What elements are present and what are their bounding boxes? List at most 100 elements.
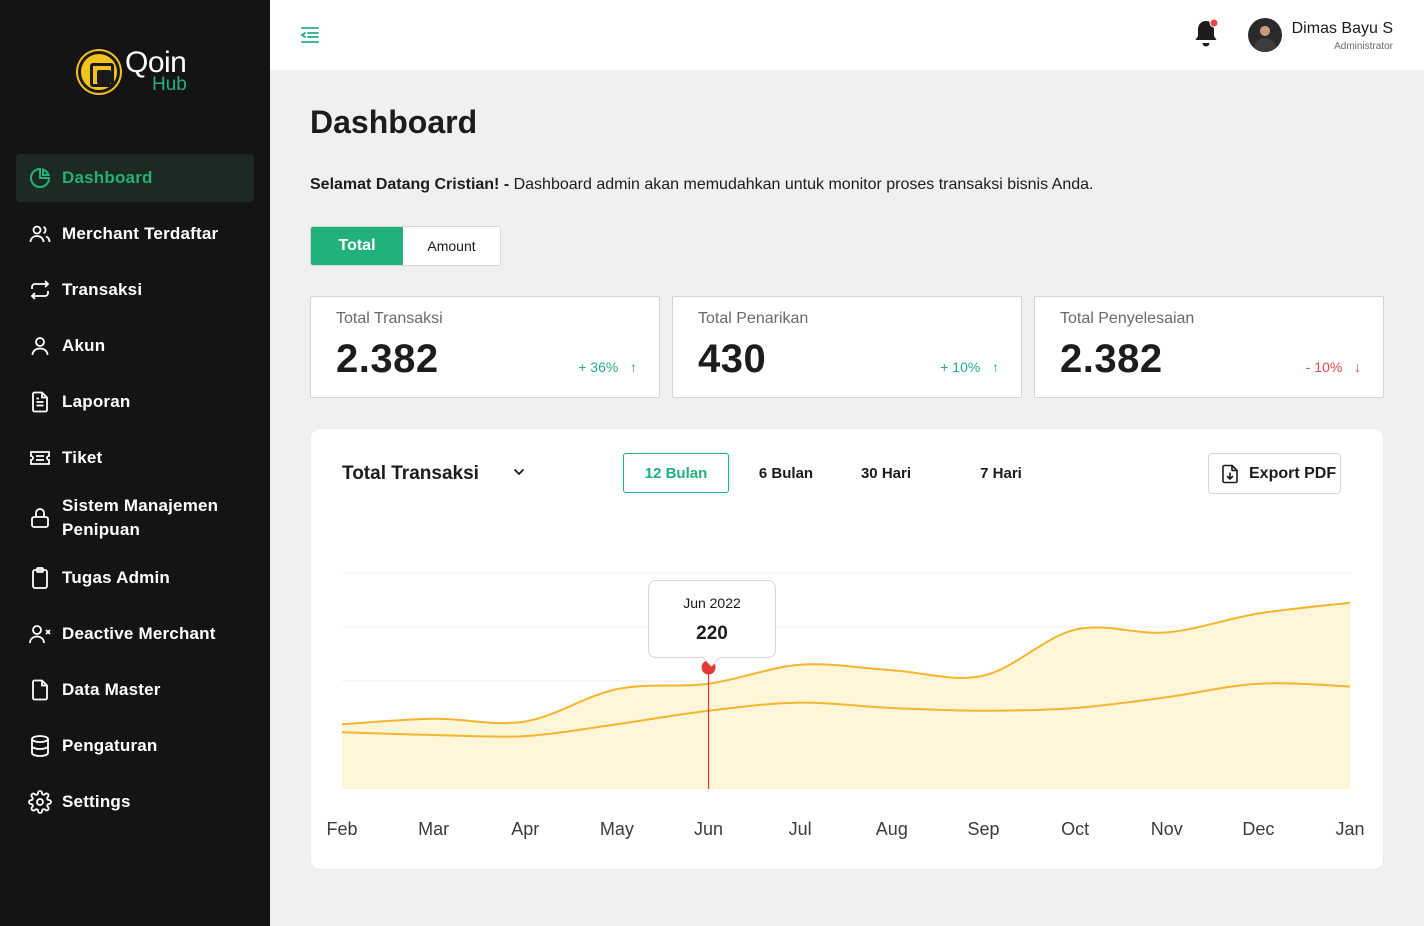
- user-x-icon: [28, 622, 52, 646]
- x-axis-label: Mar: [418, 819, 450, 839]
- stat-card-total-penyelesaian: Total Penyelesaian 2.382 - 10% ↓: [1034, 296, 1384, 398]
- document-icon: [28, 390, 52, 414]
- toggle-amount-button[interactable]: Amount: [427, 238, 476, 254]
- stat-label: Total Penyelesaian: [1060, 310, 1195, 327]
- arrow-up-icon: ↑: [992, 359, 999, 375]
- tooltip-date: Jun 2022: [683, 595, 741, 611]
- stat-label: Total Penarikan: [698, 310, 809, 327]
- range-30-hari-button[interactable]: 30 Hari: [860, 464, 912, 482]
- export-pdf-label: Export PDF: [1249, 464, 1337, 482]
- sidebar-item-dashboard[interactable]: Dashboard: [16, 154, 254, 202]
- sidebar-item-sistem-manajemen-penipuan[interactable]: Sistem Manajemen Penipuan: [16, 490, 254, 546]
- tooltip-value: 220: [696, 623, 728, 644]
- user-name[interactable]: Dimas Bayu S: [1291, 20, 1393, 37]
- sidebar-item-label: Sistem Manajemen Penipuan: [62, 496, 219, 539]
- stat-value: 2.382: [336, 337, 439, 381]
- sidebar-item-laporan[interactable]: Laporan: [16, 378, 254, 426]
- sidebar-item-settings[interactable]: Settings: [16, 778, 254, 826]
- x-axis-label: Feb: [326, 819, 358, 839]
- welcome-message: Selamat Datang Cristian! - Dashboard adm…: [310, 176, 1093, 194]
- stat-value: 2.382: [1060, 337, 1163, 381]
- welcome-description: Dashboard admin akan memudahkan untuk mo…: [509, 176, 1094, 193]
- chart-title[interactable]: Total Transaksi: [342, 463, 479, 484]
- sidebar-item-deactive-merchant[interactable]: Deactive Merchant: [16, 610, 254, 658]
- sidebar-item-merchant-terdaftar[interactable]: Merchant Terdaftar: [16, 210, 254, 258]
- ticket-icon: [28, 446, 52, 470]
- gear-icon: [28, 790, 52, 814]
- clipboard-icon: [28, 566, 52, 590]
- pie-chart-icon: [28, 166, 52, 190]
- stat-card-total-transaksi: Total Transaksi 2.382 + 36% ↑: [310, 296, 660, 398]
- stat-change: + 36% ↑: [578, 359, 637, 375]
- sidebar-item-label: Pengaturan: [62, 736, 158, 755]
- sidebar-item-label: Tugas Admin: [62, 568, 170, 587]
- users-icon: [28, 222, 52, 246]
- transaction-chart-card: Total Transaksi 12 Bulan 6 Bulan 30 Hari…: [310, 428, 1384, 870]
- total-amount-toggle: Total Amount: [310, 226, 501, 266]
- database-icon: [28, 734, 52, 758]
- sidebar-item-data-master[interactable]: Data Master: [16, 666, 254, 714]
- sidebar-item-label: Dashboard: [62, 168, 153, 187]
- welcome-greeting: Selamat Datang Cristian! -: [310, 176, 510, 193]
- stat-change-value: + 10%: [940, 359, 981, 375]
- range-6-bulan-button[interactable]: 6 Bulan: [758, 464, 814, 482]
- sidebar-item-tugas-admin[interactable]: Tugas Admin: [16, 554, 254, 602]
- stat-label: Total Transaksi: [336, 310, 443, 327]
- file-icon: [28, 678, 52, 702]
- collapse-sidebar-icon[interactable]: [300, 24, 320, 46]
- sidebar-item-tiket[interactable]: Tiket: [16, 434, 254, 482]
- stat-card-total-penarikan: Total Penarikan 430 + 10% ↑: [672, 296, 1022, 398]
- sidebar-item-label: Transaksi: [62, 280, 143, 299]
- sidebar-item-label: Data Master: [62, 680, 161, 699]
- qoin-hub-logo[interactable]: Qoin Hub: [78, 46, 208, 98]
- area-chart: [341, 572, 1351, 789]
- chart-tooltip: Jun 2022 220: [648, 580, 776, 658]
- user-role: Administrator: [1334, 41, 1393, 52]
- user-avatar[interactable]: [1248, 18, 1282, 52]
- sidebar-item-label: Deactive Merchant: [62, 624, 216, 643]
- logo-wordmark: Qoin: [125, 46, 187, 79]
- user-icon: [28, 334, 52, 358]
- sidebar-item-label: Settings: [62, 792, 131, 811]
- x-axis-label: Jan: [1335, 819, 1365, 839]
- top-bar: Dimas Bayu S Administrator: [270, 0, 1424, 70]
- file-download-icon: [1221, 464, 1239, 484]
- sidebar-item-label: Akun: [62, 336, 106, 355]
- range-7-hari-button[interactable]: 7 Hari: [980, 464, 1022, 482]
- sidebar: Qoin Hub Dashboard Merchant Terdaftar Tr…: [0, 0, 270, 926]
- x-axis-label: Sep: [967, 819, 1000, 839]
- sidebar-item-label: Tiket: [62, 448, 103, 467]
- chart-series-line-1: [341, 601, 1351, 726]
- sidebar-item-pengaturan[interactable]: Pengaturan: [16, 722, 254, 770]
- toggle-total-button[interactable]: Total: [311, 227, 403, 265]
- x-axis-label: Aug: [875, 819, 908, 839]
- x-axis-label: Dec: [1242, 819, 1275, 839]
- stat-value: 430: [698, 337, 767, 381]
- range-12-bulan-button[interactable]: 12 Bulan: [623, 453, 729, 493]
- sidebar-item-label: Laporan: [62, 392, 131, 411]
- stat-change: - 10% ↓: [1306, 359, 1361, 375]
- lock-icon: [28, 506, 52, 530]
- chart-area-fill: [342, 602, 1350, 789]
- arrow-up-icon: ↑: [630, 359, 637, 375]
- stat-change: + 10% ↑: [940, 359, 999, 375]
- x-axis-label: Oct: [1061, 819, 1090, 839]
- x-axis-label: Nov: [1150, 819, 1183, 839]
- arrow-down-icon: ↓: [1354, 359, 1361, 375]
- sidebar-nav: Dashboard Merchant Terdaftar Transaksi A…: [16, 154, 254, 834]
- sidebar-item-transaksi[interactable]: Transaksi: [16, 266, 254, 314]
- chart-series-line-2: [341, 682, 1351, 738]
- chevron-down-icon[interactable]: [511, 464, 527, 480]
- x-axis-label: May: [599, 819, 634, 839]
- notification-bell-icon[interactable]: [1192, 18, 1220, 50]
- logo-sub-wordmark: Hub: [152, 74, 187, 95]
- qoin-logo-icon: [78, 51, 120, 93]
- x-axis-label: Jul: [788, 819, 812, 839]
- page-title: Dashboard: [310, 104, 478, 140]
- stat-change-value: - 10%: [1305, 359, 1343, 375]
- x-axis-label: Jun: [694, 819, 724, 839]
- x-axis-label: Apr: [511, 819, 540, 839]
- sidebar-item-akun[interactable]: Akun: [16, 322, 254, 370]
- stat-change-value: + 36%: [578, 359, 619, 375]
- export-pdf-button[interactable]: Export PDF: [1208, 453, 1341, 494]
